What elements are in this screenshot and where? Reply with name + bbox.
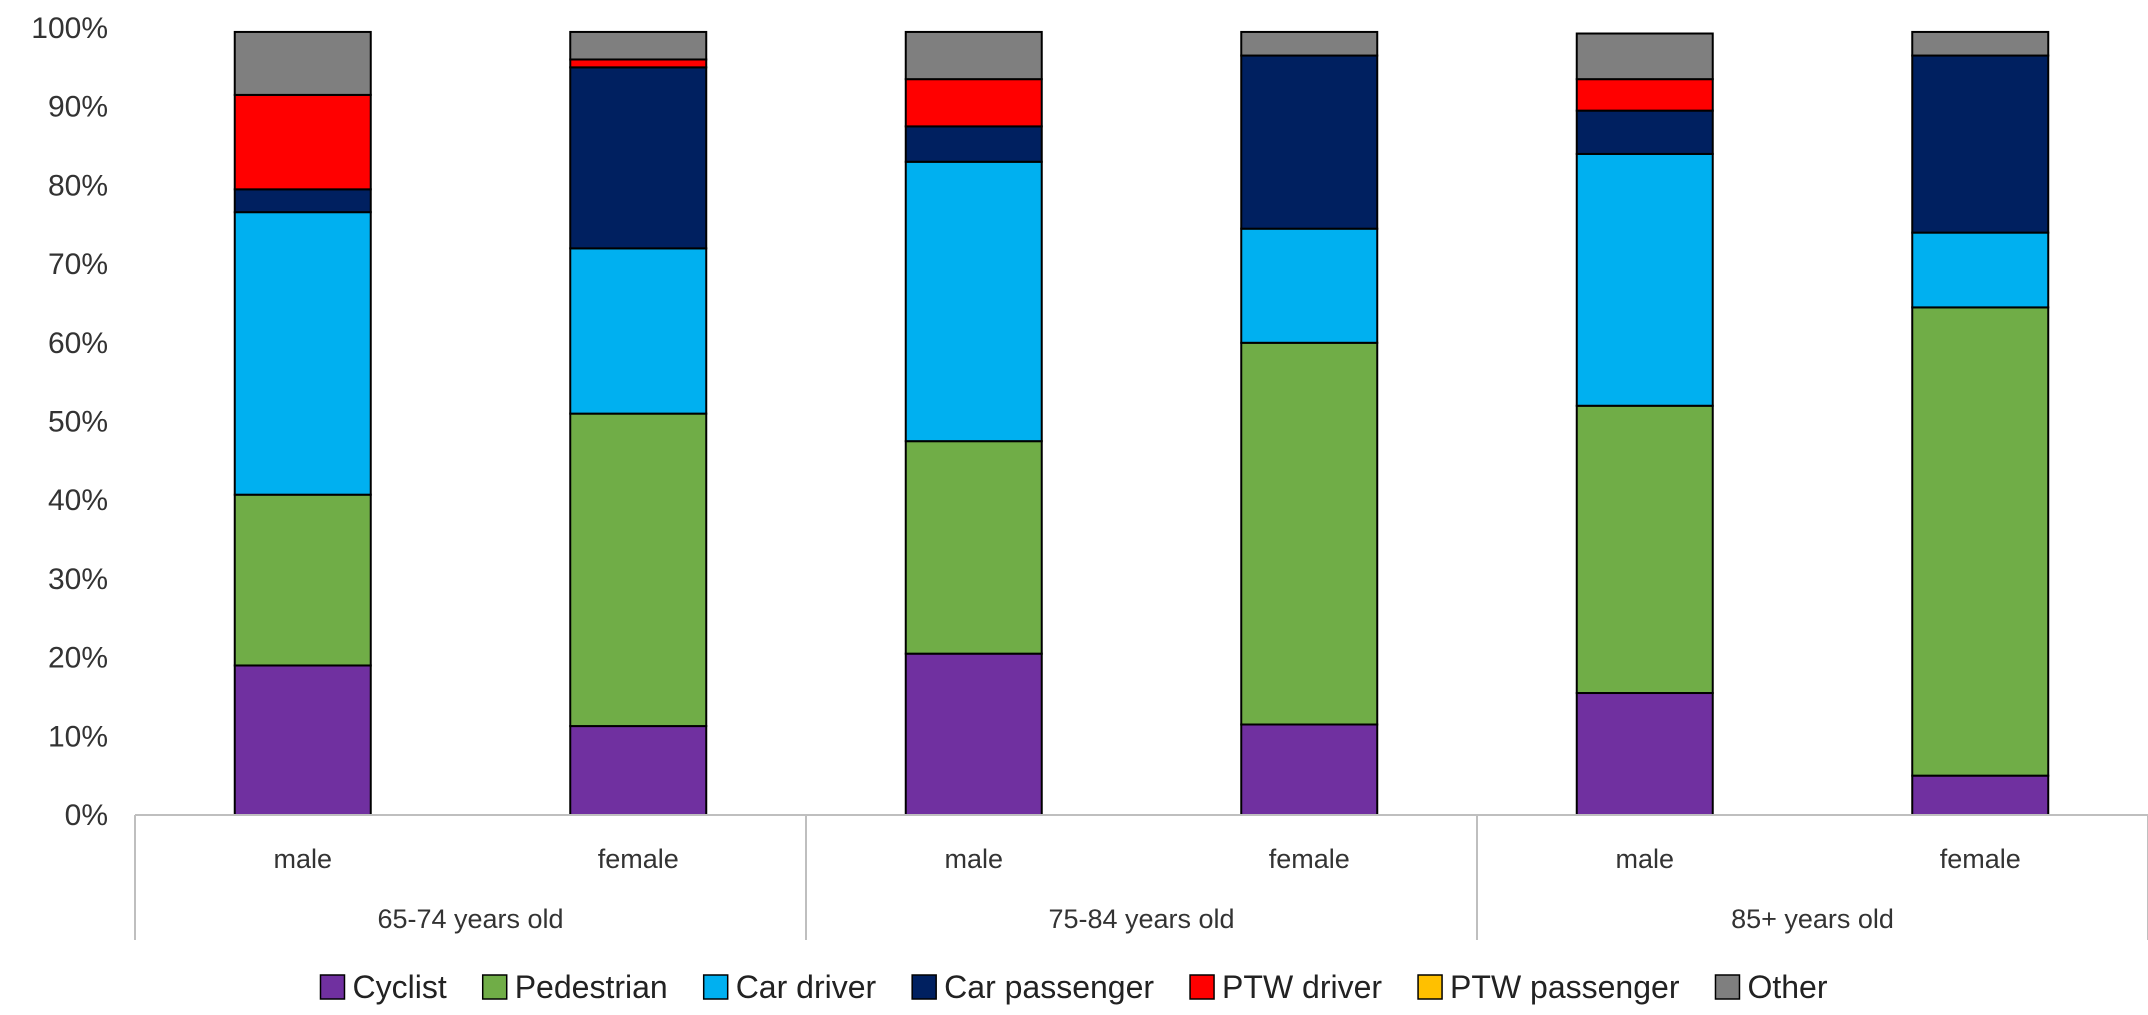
- legend-item-pedestrian: Pedestrian: [481, 969, 668, 1005]
- y-tick-label: 70%: [48, 248, 108, 281]
- bar-segment-other: [1911, 30, 2050, 57]
- legend-item-other: Other: [1714, 969, 1828, 1005]
- category-label: female: [1940, 844, 2021, 874]
- category-label: male: [944, 844, 1003, 874]
- y-tick-label: 60%: [48, 327, 108, 360]
- bar-segment-cyclist: [569, 725, 708, 816]
- legend-label: Pedestrian: [515, 969, 668, 1005]
- bar-segment-cyclist: [1911, 774, 2050, 817]
- category-label: male: [1615, 844, 1674, 874]
- legend-label: Car driver: [736, 969, 877, 1005]
- bar-segment-cyclist: [233, 664, 372, 816]
- x-axis: male female male female male female 65-74 year…: [134, 814, 2148, 940]
- bar-segment-ptw-driver: [569, 58, 708, 69]
- group-label: 85+ years old: [1731, 904, 1894, 934]
- bar-segment-other: [1240, 30, 1379, 57]
- bar-stack-3: [904, 30, 1043, 816]
- bar-stack-5: [1575, 32, 1714, 817]
- y-tick-label: 50%: [48, 406, 108, 439]
- bar-segment-pedestrian: [1240, 341, 1379, 726]
- bar-segment-cyclist: [1240, 723, 1379, 816]
- category-label: female: [1269, 844, 1350, 874]
- bar-segment-pedestrian: [569, 412, 708, 728]
- bar-segment-car-passenger: [1575, 109, 1714, 155]
- bar-stack-2: [569, 30, 708, 816]
- bar-segment-car-driver: [1240, 227, 1379, 344]
- bar-stack-1: [233, 30, 372, 816]
- legend-label: Car passenger: [944, 969, 1154, 1005]
- legend-label: PTW passenger: [1450, 969, 1680, 1005]
- bar-segment-other: [1575, 32, 1714, 81]
- legend-swatch: [911, 974, 937, 1000]
- bar-stack-6: [1911, 30, 2050, 817]
- y-tick-label: 90%: [48, 91, 108, 124]
- bar-segment-car-passenger: [1240, 54, 1379, 230]
- legend-swatch: [1189, 974, 1215, 1000]
- legend-item-car-driver: Car driver: [702, 969, 877, 1005]
- legend-label: Other: [1747, 969, 1827, 1005]
- legend-swatch: [481, 974, 508, 1000]
- legend-swatch: [1714, 974, 1741, 1000]
- bar-segment-car-driver: [1575, 152, 1714, 407]
- group-label: 75-84 years old: [1048, 904, 1234, 934]
- bar-segment-car-driver: [233, 211, 372, 496]
- bar-segment-pedestrian: [904, 440, 1043, 655]
- legend-item-ptw-driver: PTW driver: [1189, 969, 1382, 1005]
- bar-segment-car-passenger: [904, 125, 1043, 163]
- y-tick-label: 20%: [48, 642, 108, 675]
- bar-segment-other: [904, 30, 1043, 81]
- y-tick-label: 30%: [48, 563, 108, 596]
- bar-segment-other: [233, 30, 372, 96]
- group-label: 65-74 years old: [377, 904, 563, 934]
- y-tick-label: 40%: [48, 484, 108, 517]
- bar-segment-cyclist: [904, 652, 1043, 816]
- bar-segment-car-driver: [904, 160, 1043, 443]
- legend-item-ptw-passenger: PTW passenger: [1417, 969, 1680, 1005]
- bar-segment-car-driver: [569, 247, 708, 415]
- bar-segment-car-passenger: [569, 66, 708, 250]
- legend-swatch: [1417, 974, 1443, 1000]
- bar-segment-ptw-driver: [904, 78, 1043, 128]
- legend-swatch: [702, 974, 729, 1000]
- bar-stack-4: [1240, 30, 1379, 816]
- bar-segment-other: [569, 30, 708, 61]
- legend-label: PTW driver: [1222, 969, 1382, 1005]
- legend-swatch: [319, 974, 346, 1000]
- bar-segment-car-driver: [1911, 231, 2050, 309]
- bar-segment-cyclist: [1575, 692, 1714, 817]
- bar-segment-car-passenger: [1911, 54, 2050, 234]
- bar-segment-pedestrian: [1911, 306, 2050, 777]
- bar-segment-pedestrian: [233, 493, 372, 667]
- legend-item-car-passenger: Car passenger: [911, 969, 1154, 1005]
- bar-segment-ptw-driver: [1575, 78, 1714, 112]
- y-tick-label: 10%: [48, 720, 108, 753]
- bars: [233, 30, 2050, 817]
- y-tick-label: 80%: [48, 169, 108, 202]
- bar-segment-car-passenger: [233, 188, 372, 214]
- legend-item-cyclist: Cyclist: [319, 969, 447, 1005]
- y-tick-label: 0%: [65, 799, 108, 832]
- legend-label: Cyclist: [352, 969, 446, 1005]
- bar-segment-ptw-driver: [233, 93, 372, 191]
- legend: Cyclist Pedestrian Car driver Car passenger…: [319, 969, 1828, 1005]
- category-label: male: [273, 844, 332, 874]
- y-tick-label: 100%: [31, 12, 108, 45]
- bar-segment-pedestrian: [1575, 404, 1714, 695]
- category-label: female: [598, 844, 679, 874]
- y-axis: 0% 10% 20% 30% 40% 50% 60% 70% 80% 90% 100%: [31, 12, 108, 832]
